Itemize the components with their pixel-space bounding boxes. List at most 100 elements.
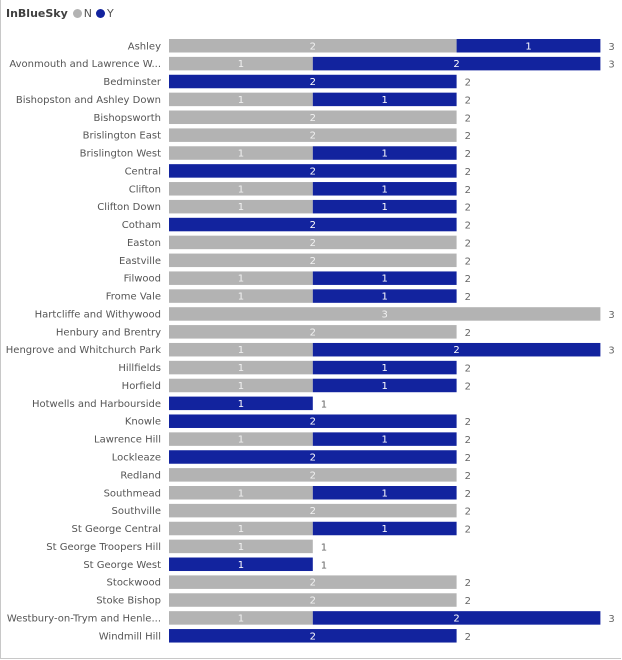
bar-segment-y[interactable] (312, 289, 457, 303)
total-label: 1 (321, 542, 327, 553)
bar-segment-n[interactable] (169, 253, 457, 268)
bar-segment-n[interactable] (169, 199, 313, 214)
bar-segment-y[interactable] (312, 271, 457, 285)
bar-segment-y[interactable] (312, 360, 457, 375)
total-label: 3 (608, 310, 614, 321)
bar-segment-y[interactable] (169, 557, 313, 572)
bar-segment-n[interactable] (169, 611, 313, 625)
segment-value-label: 1 (382, 95, 388, 106)
total-label: 2 (465, 632, 471, 643)
bar-row: Horfield 1 1 2 (122, 378, 471, 393)
total-label: 2 (465, 381, 471, 392)
bar-row: Filwood 1 1 2 (124, 271, 471, 285)
bar-segment-y[interactable] (169, 414, 457, 428)
segment-value-label: 1 (238, 363, 244, 374)
bar-segment-y[interactable] (169, 164, 457, 178)
bar-row: Brislington East 2 2 (83, 128, 471, 142)
bar-segment-y[interactable] (169, 396, 313, 411)
segment-value-label: 1 (382, 274, 388, 285)
total-label: 2 (465, 435, 471, 446)
segment-value-label: 2 (310, 113, 316, 124)
bar-segment-y[interactable] (312, 486, 457, 500)
bar-segment-n[interactable] (169, 468, 457, 482)
bar-row: Central 2 2 (125, 164, 471, 178)
bar-row: Avonmouth and Lawrence W... 1 2 3 (9, 56, 615, 71)
bar-segment-n[interactable] (169, 271, 313, 285)
segment-value-label: 1 (238, 542, 244, 553)
bar-segment-n[interactable] (169, 593, 457, 607)
bar-segment-n[interactable] (169, 182, 313, 196)
bar-segment-y[interactable] (312, 146, 457, 160)
bar-segment-n[interactable] (169, 325, 457, 339)
bar-segment-n[interactable] (169, 307, 601, 321)
bar-segment-y[interactable] (456, 39, 601, 53)
total-label: 2 (465, 489, 471, 500)
bar-segment-n[interactable] (169, 503, 457, 518)
segment-value-label: 1 (382, 524, 388, 535)
segment-value-label: 1 (238, 435, 244, 446)
bar-segment-n[interactable] (169, 146, 313, 160)
bar-segment-y[interactable] (169, 74, 457, 89)
bar-row: Southville 2 2 (112, 503, 471, 518)
bar-segment-y[interactable] (312, 432, 457, 446)
segment-value-label: 2 (453, 613, 459, 624)
bar-row: St George Central 1 1 2 (72, 521, 471, 536)
segment-value-label: 2 (453, 345, 459, 356)
bar-segment-n[interactable] (169, 342, 313, 357)
bar-segment-y[interactable] (312, 182, 457, 196)
bar-row: Southmead 1 1 2 (104, 486, 471, 500)
bar-segment-n[interactable] (169, 39, 457, 53)
category-label: Frome Vale (106, 292, 161, 303)
segment-value-label: 1 (238, 381, 244, 392)
bar-segment-y[interactable] (312, 521, 457, 536)
segment-value-label: 1 (238, 59, 244, 70)
bar-row: Frome Vale 1 1 2 (106, 289, 471, 303)
bar-segment-n[interactable] (169, 289, 313, 303)
bar-row: Clifton 1 1 2 (129, 182, 471, 196)
bar-segment-n[interactable] (169, 360, 313, 375)
category-label: Clifton Down (97, 202, 161, 213)
bar-segment-y[interactable] (312, 611, 601, 625)
bar-segment-y[interactable] (169, 217, 457, 232)
bar-segment-n[interactable] (169, 378, 313, 393)
bar-segment-n[interactable] (169, 521, 313, 536)
bar-segment-y[interactable] (312, 56, 601, 71)
bar-segment-y[interactable] (312, 92, 457, 107)
bar-segment-y[interactable] (169, 450, 457, 464)
segment-value-label: 1 (382, 149, 388, 160)
bar-row: Hotwells and Harbourside 1 1 (32, 396, 327, 411)
bar-segment-n[interactable] (169, 235, 457, 250)
category-label: Stoke Bishop (96, 596, 161, 607)
total-label: 3 (608, 614, 614, 625)
bar-segment-y[interactable] (312, 199, 457, 214)
segment-value-label: 2 (310, 452, 316, 463)
bar-segment-n[interactable] (169, 56, 313, 71)
legend-item-n[interactable]: N (72, 6, 93, 20)
bar-segment-n[interactable] (169, 486, 313, 500)
total-label: 2 (465, 525, 471, 536)
bar-row: Stoke Bishop 2 2 (96, 593, 471, 607)
legend-item-y[interactable]: Y (96, 7, 114, 20)
category-label: Central (125, 166, 161, 177)
bar-segment-n[interactable] (169, 128, 457, 142)
total-label: 3 (608, 346, 614, 357)
bar-segment-y[interactable] (312, 378, 457, 393)
bar-segment-n[interactable] (169, 110, 457, 125)
bar-row: Cotham 2 2 (122, 217, 471, 232)
bar-segment-n[interactable] (169, 92, 313, 107)
bar-segment-n[interactable] (169, 432, 313, 446)
bar-row: Bedminster 2 2 (103, 74, 471, 89)
segment-value-label: 1 (238, 488, 244, 499)
category-label: Lawrence Hill (94, 435, 161, 446)
bar-segment-y[interactable] (312, 342, 601, 357)
bar-row: Henbury and Brentry 2 2 (56, 325, 471, 339)
total-label: 2 (465, 274, 471, 285)
segment-value-label: 1 (238, 292, 244, 303)
bar-segment-n[interactable] (169, 575, 457, 589)
segment-value-label: 1 (382, 381, 388, 392)
segment-value-label: 1 (525, 41, 531, 52)
legend-label-n: N (83, 6, 93, 20)
segment-value-label: 2 (310, 166, 316, 177)
bar-segment-y[interactable] (169, 629, 457, 643)
bar-segment-n[interactable] (169, 539, 313, 554)
